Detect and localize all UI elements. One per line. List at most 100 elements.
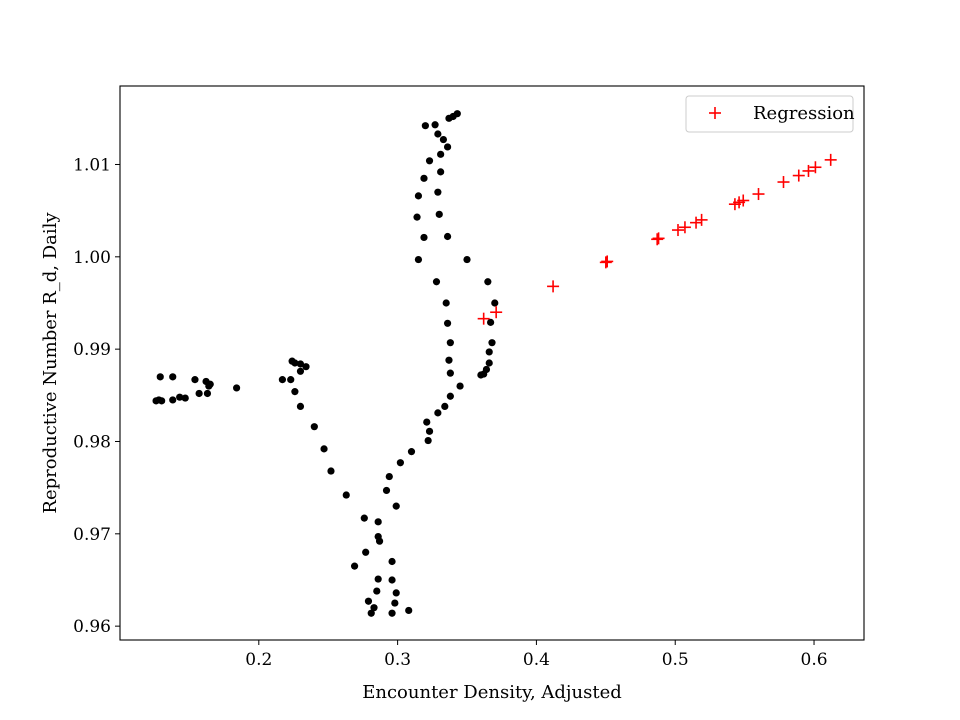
data-point-40 [385,472,393,481]
regression-point-13 [737,194,750,207]
regression-point-0 [477,312,490,325]
data-point-50 [423,418,431,426]
data-point-25 [320,445,328,453]
data-point-34 [373,587,381,595]
legend-marker-regression [709,107,721,119]
data-point-42 [388,576,396,584]
x-tick-label: 0.5 [662,650,689,670]
data-point-65 [413,213,421,221]
data-point-32 [367,609,375,617]
data-point-63 [414,255,423,264]
y-tick-label: 1.01 [73,155,111,175]
data-point-68 [425,157,434,165]
regression-point-7 [672,224,684,237]
data-point-24 [310,423,318,431]
data-point-56 [456,382,464,390]
data-point-69 [421,122,429,130]
data-point-41 [388,609,396,617]
data-point-70 [431,121,439,129]
data-point-55 [446,392,454,400]
data-point-89 [487,318,495,326]
data-point-58 [446,369,454,377]
data-point-88 [488,339,496,347]
data-point-74 [437,150,445,158]
data-point-30 [362,548,370,556]
data-point-52 [425,427,434,435]
regression-point-9 [690,216,703,229]
data-point-27 [342,491,350,499]
data-point-13 [206,380,214,388]
x-tick-label: 0.4 [523,650,550,670]
data-point-81 [453,110,461,118]
data-point-36 [374,518,382,526]
data-point-71 [434,130,442,138]
data-point-9 [195,389,203,398]
data-point-90 [484,278,492,286]
data-point-53 [434,409,442,417]
data-point-18 [291,359,299,367]
data-point-51 [424,436,432,445]
data-point-72 [439,135,448,144]
data-point-46 [392,502,400,510]
data-point-7 [181,394,189,402]
data-point-49 [407,448,416,456]
data-point-86 [485,359,493,367]
regression-point-16 [792,169,805,182]
regression-point-10 [695,213,708,226]
data-point-62 [432,278,441,286]
data-point-85 [482,365,491,374]
data-point-87 [485,348,493,356]
regression-point-3 [599,256,612,269]
regression-point-19 [824,153,837,166]
data-point-76 [434,188,442,196]
data-point-77 [435,210,443,218]
x-tick-label: 0.2 [245,650,272,670]
data-point-38 [375,537,384,545]
regression-point-8 [678,221,691,234]
y-tick-label: 0.99 [73,340,111,360]
x-tick-label: 0.3 [384,650,411,670]
data-point-15 [278,376,287,384]
regression-point-5 [651,233,664,246]
data-point-16 [287,376,295,384]
data-point-39 [382,486,391,495]
legend-label-regression: Regression [753,103,855,124]
legend-plus-icon [709,107,721,119]
data-point-48 [405,606,413,615]
data-point-23 [302,363,310,371]
y-tick-label: 0.98 [73,432,111,452]
x-axis-label: Encounter Density, Adjusted [362,682,622,703]
x-axis-ticks: 0.2 0.3 0.4 0.5 0.6 [245,640,828,670]
y-axis-label: Reproductive Number R_d, Daily [40,212,61,514]
data-point-59 [446,339,454,347]
data-point-43 [388,557,396,566]
data-point-6 [176,393,184,401]
data-point-67 [420,174,428,182]
data-point-82 [463,255,471,264]
regression-point-15 [777,176,790,189]
regression-point-2 [547,280,560,293]
data-point-31 [364,597,373,605]
data-point-20 [296,367,305,375]
regression-point-1 [490,306,503,319]
data-point-73 [443,143,452,151]
y-axis-ticks: 0.96 0.97 0.98 0.99 1.00 1.01 [73,155,120,637]
data-point-45 [392,589,400,597]
regression-point-14 [752,188,765,201]
data-point-28 [350,562,359,570]
x-tick-label: 0.6 [801,650,828,670]
y-tick-label: 0.96 [73,617,111,637]
data-point-21 [296,360,305,368]
data-point-75 [437,168,445,176]
y-tick-label: 1.00 [73,248,111,268]
regression-point-6 [652,232,665,245]
regression-point-17 [802,164,815,177]
data-point-12 [203,389,212,398]
data-point-26 [327,467,335,475]
data-point-35 [374,575,382,583]
data-point-64 [420,233,428,242]
data-point-57 [445,356,453,364]
data-point-22 [296,402,305,410]
data-point-47 [396,459,404,467]
data-point-66 [414,192,423,200]
